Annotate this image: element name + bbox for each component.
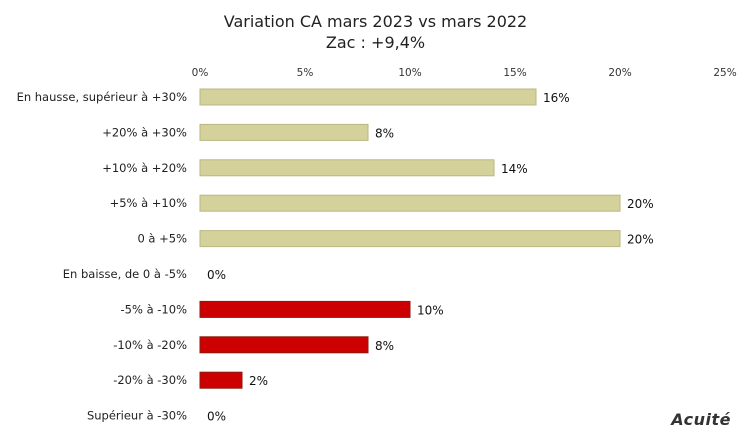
category-label: +20% à +30% xyxy=(102,125,187,139)
bar xyxy=(199,300,411,318)
bar xyxy=(199,159,495,177)
brand-logo: Acuité xyxy=(671,410,731,429)
value-label: 8% xyxy=(375,126,394,140)
x-tick-label: 15% xyxy=(503,67,526,79)
bar xyxy=(199,336,369,354)
category-label: -5% à -10% xyxy=(121,302,188,316)
bar xyxy=(199,230,621,248)
bar xyxy=(199,123,369,141)
value-label: 0% xyxy=(207,268,226,282)
category-label: En baisse, de 0 à -5% xyxy=(63,267,187,281)
category-label: -20% à -30% xyxy=(113,373,187,387)
value-label: 14% xyxy=(501,162,528,176)
value-label: 16% xyxy=(543,91,570,105)
x-tick-label: 10% xyxy=(398,67,421,79)
bar xyxy=(199,194,621,212)
value-label: 20% xyxy=(627,233,654,247)
category-label: En hausse, supérieur à +30% xyxy=(17,90,188,104)
x-tick-label: 25% xyxy=(713,67,736,79)
category-label: Supérieur à -30% xyxy=(87,409,187,423)
value-label: 20% xyxy=(627,197,654,211)
value-label: 10% xyxy=(417,303,444,317)
bar xyxy=(199,371,243,389)
chart-title: Variation CA mars 2023 vs mars 2022 xyxy=(223,12,528,31)
x-tick-label: 5% xyxy=(297,67,314,79)
bar xyxy=(199,88,537,106)
chart-subtitle: Zac : +9,4% xyxy=(325,33,426,52)
value-label: 2% xyxy=(249,374,268,388)
x-tick-label: 20% xyxy=(608,67,631,79)
value-label: 8% xyxy=(375,339,394,353)
category-label: +5% à +10% xyxy=(110,196,188,210)
category-label: 0 à +5% xyxy=(137,232,187,246)
x-tick-label: 0% xyxy=(192,67,209,79)
category-label: -10% à -20% xyxy=(113,338,187,352)
value-label: 0% xyxy=(207,410,226,424)
category-label: +10% à +20% xyxy=(102,161,187,175)
